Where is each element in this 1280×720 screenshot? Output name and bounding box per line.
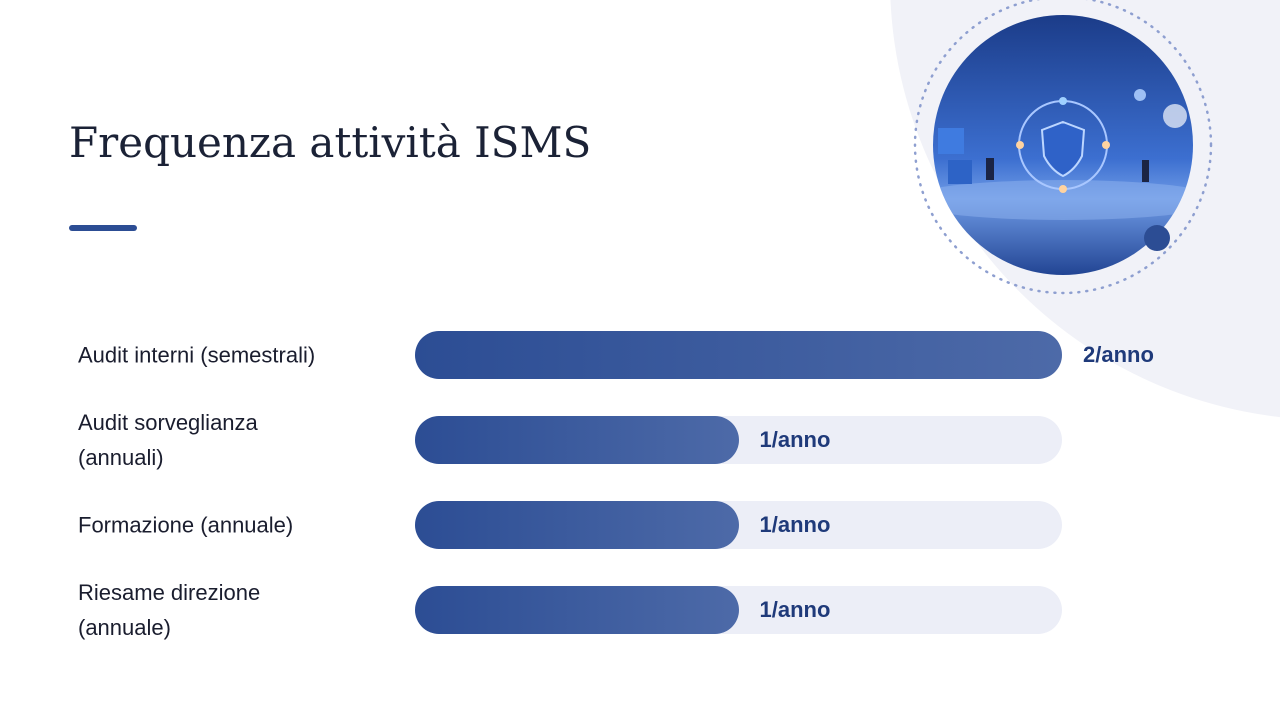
category-label: Riesame direzione (annuale) (78, 580, 261, 640)
category-label: Formazione (annuale) (78, 512, 294, 538)
value-label: 1/anno (759, 427, 831, 452)
category-label: Audit interni (semestrali) (78, 342, 316, 368)
category-label: Audit sorveglianza (annuali) (78, 410, 258, 470)
dotted-ring (913, 0, 1213, 295)
chart-title: Frequenza attività ISMS (69, 118, 592, 167)
title-accent (69, 225, 137, 231)
accent-dot (1144, 225, 1170, 251)
value-label: 1/anno (759, 597, 831, 622)
bar (415, 331, 1062, 379)
bar (415, 501, 739, 549)
bar (415, 586, 739, 634)
value-label: 2/anno (1083, 342, 1154, 367)
bar (415, 416, 739, 464)
value-label: 1/anno (759, 512, 831, 537)
